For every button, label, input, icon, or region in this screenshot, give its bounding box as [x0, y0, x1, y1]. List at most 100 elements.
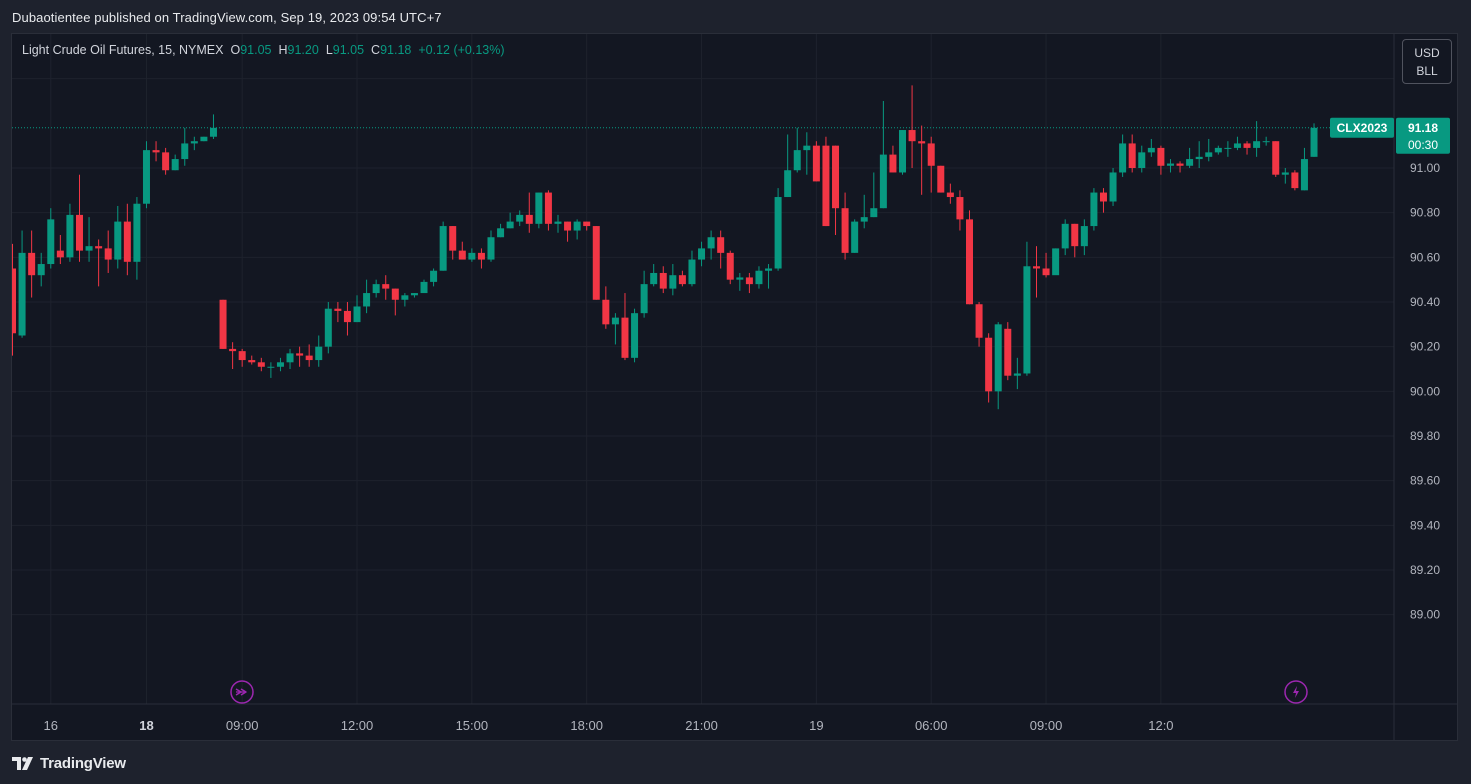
price-tag-value: 91.18 [1408, 121, 1438, 135]
candle [104, 230, 112, 273]
chart-pane[interactable]: 91.4091.0090.8090.6090.4090.2090.0089.80… [11, 33, 1458, 741]
candle-body [688, 259, 696, 285]
candle-body [918, 141, 926, 144]
candle-body [449, 226, 457, 251]
price-axis[interactable]: 91.4091.0090.8090.6090.4090.2090.0089.80… [1410, 72, 1440, 622]
candle [449, 226, 457, 260]
candle [1214, 145, 1222, 155]
candle-body [966, 219, 973, 305]
candle-body [698, 248, 706, 260]
candle-body [1233, 143, 1241, 148]
price-axis-label: 90.80 [1410, 206, 1440, 220]
candle-body [583, 221, 591, 227]
candle-body [1128, 143, 1136, 168]
candle-body [85, 246, 93, 251]
time-axis-label: 09:00 [226, 718, 259, 733]
candle [1243, 141, 1251, 155]
candle [1186, 147, 1194, 168]
price-axis-label: 90.20 [1410, 340, 1440, 354]
candle [889, 145, 897, 173]
candle-body [994, 324, 1002, 392]
candle-body [1138, 152, 1146, 168]
candle-body [430, 270, 438, 282]
candle [353, 295, 361, 323]
price-tag-bg [1396, 117, 1450, 154]
candle-body [937, 165, 945, 193]
candle [985, 333, 993, 403]
candle [1119, 134, 1127, 177]
candlestick-chart[interactable]: 91.4091.0090.8090.6090.4090.2090.0089.80… [12, 34, 1457, 740]
candle-body [1253, 141, 1261, 148]
candle [631, 308, 639, 363]
candle-body [765, 268, 773, 271]
time-axis-label: 12:0 [1148, 718, 1173, 733]
candle-body [1205, 152, 1213, 157]
fast-forward-circle-icon[interactable] [230, 680, 254, 704]
price-axis-label: 90.60 [1410, 250, 1440, 264]
candle-body [1262, 141, 1270, 143]
candle [1099, 188, 1107, 213]
candle [956, 190, 964, 231]
candle-body [1195, 156, 1203, 160]
candle-body [535, 192, 543, 224]
candle [765, 264, 773, 289]
candle [1071, 223, 1079, 258]
candle [133, 197, 141, 280]
legend-open-label: O [230, 43, 241, 57]
time-axis-label: 15:00 [456, 718, 489, 733]
candle-body [343, 310, 351, 323]
candle-body [755, 270, 763, 285]
candle [114, 205, 122, 269]
candle-body [123, 221, 131, 262]
candle [458, 241, 466, 260]
price-tag-countdown: 00:30 [1408, 138, 1438, 152]
candle [95, 239, 103, 287]
lightning-circle-icon[interactable] [1284, 680, 1308, 704]
candle-body [276, 362, 284, 367]
candle [659, 266, 667, 294]
candle-body [860, 217, 868, 222]
candle-body [324, 308, 332, 347]
candle-body [1157, 147, 1165, 166]
candle [410, 293, 418, 298]
candle [1224, 141, 1232, 157]
candle-body [669, 275, 677, 289]
candle [477, 248, 485, 269]
candle-body [812, 145, 820, 182]
candle-body [1071, 223, 1079, 247]
candle [535, 192, 543, 229]
currency-unit-button[interactable]: USD BLL [1402, 39, 1452, 84]
time-axis-label: 18 [139, 718, 153, 733]
candle [745, 272, 753, 294]
candle-body [1080, 226, 1088, 247]
candle [1090, 188, 1098, 231]
tradingview-logo-text: TradingView [40, 755, 126, 772]
candle-body [305, 355, 313, 361]
candle [142, 141, 150, 209]
candle-body [1042, 268, 1050, 276]
candle [726, 250, 734, 285]
tradingview-logo[interactable]: TradingView [12, 755, 126, 772]
candle-body [1099, 192, 1107, 202]
candle [650, 264, 658, 287]
candle [1023, 241, 1031, 376]
candle [516, 210, 524, 227]
time-axis[interactable]: 16 18 09:00 12:00 15:00 18:00 21:00 19 06:00 09:0… [44, 718, 1174, 733]
candle-body [410, 293, 418, 296]
candle [372, 279, 380, 298]
candle-body [56, 250, 64, 258]
candle [1281, 168, 1289, 184]
candle [430, 268, 438, 287]
candle-body [678, 275, 686, 285]
time-axis-label: 18:00 [570, 718, 603, 733]
candle-body [229, 348, 237, 352]
candle [1176, 161, 1184, 173]
candle [975, 302, 983, 347]
candle-body [267, 366, 275, 368]
candle [1052, 248, 1060, 276]
candle [18, 230, 26, 338]
candle [803, 132, 811, 175]
legend-high-label: H [278, 43, 288, 57]
candle [296, 346, 304, 367]
candle-body [200, 136, 208, 142]
